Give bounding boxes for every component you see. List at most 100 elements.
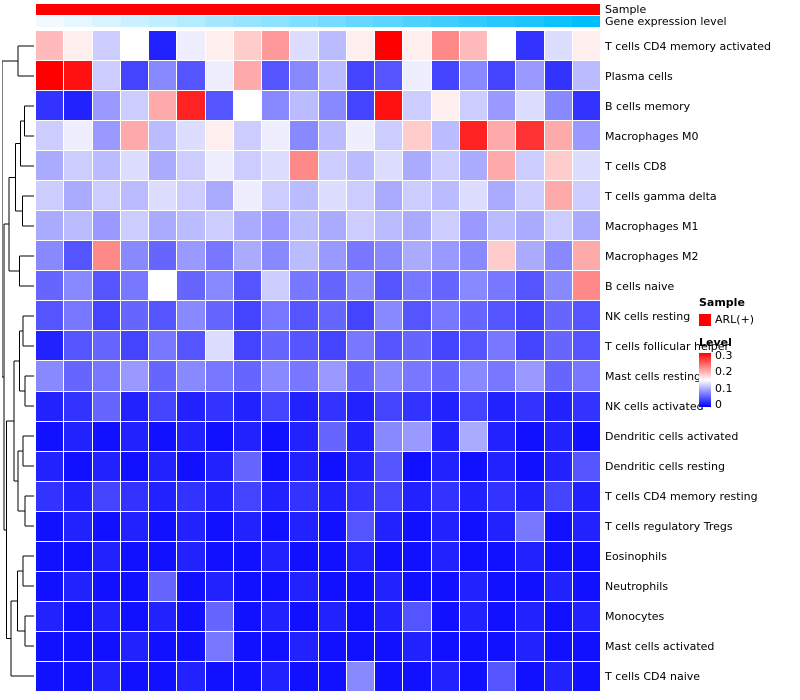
heatmap-cell (205, 331, 233, 361)
heatmap-cell (205, 271, 233, 301)
heatmap-cell (290, 241, 318, 271)
sample-legend-label: ARL(+) (715, 313, 755, 326)
heatmap-cell (262, 151, 290, 181)
row-label: Eosinophils (605, 549, 667, 563)
heatmap-cell (149, 571, 177, 601)
heatmap-cell (290, 151, 318, 181)
heatmap-cell (290, 511, 318, 541)
heatmap-cell (459, 241, 487, 271)
heatmap-cell (149, 271, 177, 301)
row-label: Plasma cells (605, 69, 673, 83)
heatmap-cell (488, 391, 516, 421)
heatmap-cell (92, 301, 120, 331)
heatmap-cell (64, 511, 92, 541)
heatmap-cell (262, 631, 290, 661)
heatmap-cell (431, 421, 459, 451)
heatmap-cell (205, 301, 233, 331)
heatmap-cell (120, 661, 148, 691)
gene-expression-annotation-label: Gene expression level (605, 15, 727, 28)
heatmap-cell (572, 61, 600, 91)
heatmap-cell (544, 121, 572, 151)
heatmap-cell (64, 151, 92, 181)
heatmap-cell (120, 511, 148, 541)
heatmap-grid (36, 31, 600, 691)
heatmap-cell (544, 181, 572, 211)
heatmap-cell (375, 31, 403, 61)
heatmap-cell (572, 391, 600, 421)
heatmap-cell (572, 451, 600, 481)
heatmap-cell (92, 421, 120, 451)
heatmap-cell (92, 211, 120, 241)
heatmap-cell (403, 421, 431, 451)
gene-expression-annotation-cell (374, 16, 403, 27)
heatmap-cell (544, 151, 572, 181)
gene-expression-annotation-cell (205, 16, 234, 27)
heatmap-cell (120, 361, 148, 391)
gene-expression-annotation-cell (402, 16, 431, 27)
heatmap-cell (205, 31, 233, 61)
heatmap-cell (233, 541, 261, 571)
heatmap-cell (403, 61, 431, 91)
heatmap-cell (346, 121, 374, 151)
row-label: Monocytes (605, 609, 665, 623)
heatmap-cell (403, 631, 431, 661)
heatmap-cell (431, 301, 459, 331)
heatmap-cell (92, 631, 120, 661)
gene-expression-annotation-cell (120, 16, 149, 27)
row-label: Macrophages M2 (605, 249, 699, 263)
heatmap-cell (375, 91, 403, 121)
heatmap-cell (262, 391, 290, 421)
heatmap-cell (346, 331, 374, 361)
heatmap-cell (488, 151, 516, 181)
heatmap-cell (149, 661, 177, 691)
heatmap-cell (516, 121, 544, 151)
heatmap-cell (233, 571, 261, 601)
heatmap-cell (205, 121, 233, 151)
heatmap-cell (488, 181, 516, 211)
heatmap-cell (403, 511, 431, 541)
heatmap-cell (375, 241, 403, 271)
heatmap-cell (290, 421, 318, 451)
heatmap-cell (149, 541, 177, 571)
sample-annotation-cell (346, 4, 375, 15)
row-label: Mast cells resting (605, 369, 702, 383)
heatmap-cell (516, 181, 544, 211)
level-legend-tick: 0 (715, 397, 722, 411)
heatmap-cell (36, 601, 64, 631)
heatmap-cell (92, 511, 120, 541)
heatmap-cell (262, 301, 290, 331)
heatmap-cell (262, 661, 290, 691)
heatmap-cell (233, 211, 261, 241)
heatmap-cell (375, 661, 403, 691)
heatmap-cell (346, 361, 374, 391)
heatmap-cell (459, 181, 487, 211)
sample-annotation-cell (571, 4, 600, 15)
heatmap-cell (572, 601, 600, 631)
heatmap-cell (64, 541, 92, 571)
heatmap-cell (375, 571, 403, 601)
heatmap-cell (64, 31, 92, 61)
heatmap-cell (262, 601, 290, 631)
heatmap-cell (346, 61, 374, 91)
heatmap-cell (290, 451, 318, 481)
sample-annotation-cell (374, 4, 403, 15)
heatmap-cell (318, 631, 346, 661)
gene-expression-annotation-cell (92, 16, 121, 27)
heatmap-cell (459, 91, 487, 121)
heatmap-cell (233, 271, 261, 301)
sample-annotation-cell (543, 4, 572, 15)
heatmap-cell (318, 91, 346, 121)
heatmap-cell (403, 241, 431, 271)
sample-annotation-cell (289, 4, 318, 15)
heatmap-cell (488, 631, 516, 661)
row-label: B cells naive (605, 279, 675, 293)
heatmap-cell (64, 421, 92, 451)
heatmap-cell (346, 241, 374, 271)
heatmap-cell (544, 61, 572, 91)
gene-expression-annotation-cell (543, 16, 572, 27)
heatmap-cell (262, 481, 290, 511)
row-label: B cells memory (605, 99, 691, 113)
heatmap-cell (120, 331, 148, 361)
sample-annotation-cell (64, 4, 93, 15)
heatmap-cell (459, 481, 487, 511)
